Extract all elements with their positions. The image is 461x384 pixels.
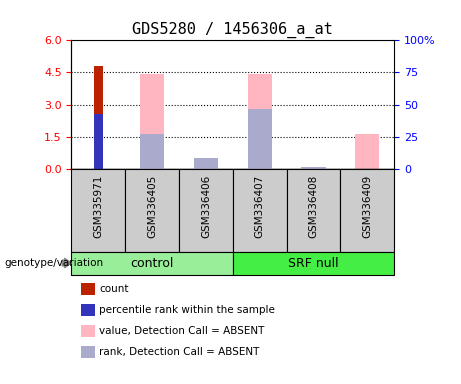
Bar: [94, 114, 103, 169]
Bar: [248, 109, 272, 169]
Bar: [287, 169, 340, 252]
Text: SRF null: SRF null: [288, 257, 339, 270]
Bar: [140, 134, 164, 169]
Bar: [340, 169, 394, 252]
Bar: [194, 161, 218, 169]
Bar: [71, 169, 125, 252]
Bar: [194, 158, 218, 169]
Bar: [233, 252, 394, 275]
Bar: [233, 169, 287, 252]
Text: genotype/variation: genotype/variation: [5, 258, 104, 268]
Text: GSM336408: GSM336408: [308, 175, 319, 238]
Bar: [179, 169, 233, 252]
Text: GSM336405: GSM336405: [147, 175, 157, 238]
Bar: [301, 167, 325, 169]
Bar: [140, 74, 164, 169]
Text: rank, Detection Call = ABSENT: rank, Detection Call = ABSENT: [99, 347, 260, 357]
Bar: [355, 134, 379, 169]
Bar: [125, 169, 179, 252]
Text: GSM336409: GSM336409: [362, 175, 372, 238]
Bar: [248, 74, 272, 169]
Text: GSM335971: GSM335971: [93, 175, 103, 238]
Text: control: control: [130, 257, 174, 270]
Text: count: count: [99, 284, 129, 294]
Text: percentile rank within the sample: percentile rank within the sample: [99, 305, 275, 315]
Bar: [94, 66, 103, 169]
Bar: [71, 252, 233, 275]
Title: GDS5280 / 1456306_a_at: GDS5280 / 1456306_a_at: [132, 22, 333, 38]
Text: GSM336407: GSM336407: [254, 175, 265, 238]
Text: value, Detection Call = ABSENT: value, Detection Call = ABSENT: [99, 326, 265, 336]
Text: GSM336406: GSM336406: [201, 175, 211, 238]
